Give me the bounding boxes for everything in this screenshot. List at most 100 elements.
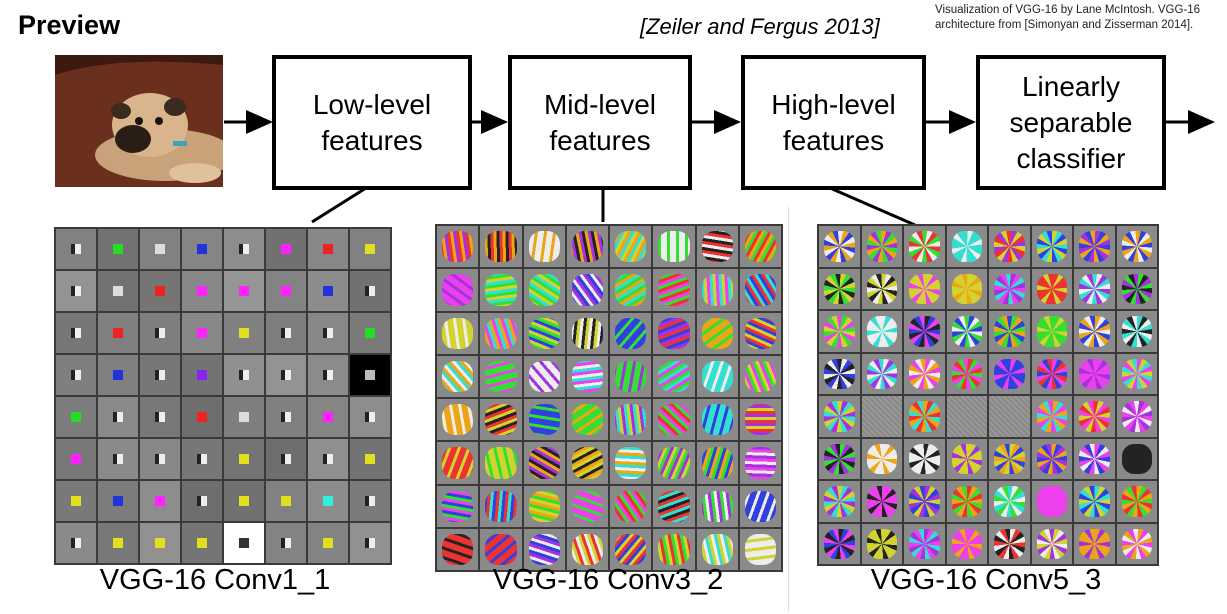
- filter-cell: [819, 481, 860, 522]
- filter-cell: [523, 355, 565, 397]
- filter-pattern: [658, 317, 690, 349]
- filter-pattern: [744, 360, 776, 392]
- filter-cell: [1116, 311, 1157, 352]
- filter-cell: [819, 396, 860, 437]
- stage-low-level: Low-level features: [272, 55, 472, 190]
- filter-pattern: [528, 231, 560, 263]
- filter-cell: [350, 439, 390, 479]
- filter-cell: [566, 226, 608, 268]
- filter-mark: [113, 370, 123, 380]
- filter-pattern: [866, 358, 897, 389]
- filter-mark: [71, 538, 81, 548]
- filter-pattern: [951, 443, 982, 474]
- filter-cell: [861, 523, 902, 564]
- filter-cell: [224, 271, 264, 311]
- filter-mark: [281, 538, 291, 548]
- filter-mark: [71, 412, 81, 422]
- filter-cell: [653, 269, 695, 311]
- filter-pattern: [571, 447, 603, 479]
- filter-cell: [266, 481, 306, 521]
- filter-mark: [239, 412, 249, 422]
- stage-high-level: High-level features: [741, 55, 926, 190]
- stage-low-line-1: Low-level: [312, 88, 432, 120]
- filter-cell: [56, 229, 96, 269]
- filter-pattern: [615, 360, 647, 392]
- filter-cell: [989, 523, 1030, 564]
- stage-mid-line-1: Mid-level: [543, 88, 657, 120]
- filter-mark: [239, 244, 249, 254]
- filter-pattern: [744, 533, 776, 565]
- filter-cell: [989, 481, 1030, 522]
- filter-pattern: [1079, 401, 1110, 432]
- filter-cell: [56, 313, 96, 353]
- filter-cell: [182, 481, 222, 521]
- filter-cell: [437, 226, 479, 268]
- filter-pattern: [701, 317, 733, 349]
- filter-pattern: [909, 401, 940, 432]
- filter-cell: [140, 439, 180, 479]
- filter-cell: [140, 313, 180, 353]
- filter-pattern: [1036, 443, 1067, 474]
- filter-cell: [224, 355, 264, 395]
- filter-cell: [224, 439, 264, 479]
- filter-cell: [989, 268, 1030, 309]
- filter-pattern: [1036, 273, 1067, 304]
- filter-pattern: [824, 401, 855, 432]
- filter-pattern: [442, 404, 474, 436]
- filter-pattern: [571, 231, 603, 263]
- filter-pattern: [1036, 401, 1067, 432]
- filter-cell: [1116, 438, 1157, 479]
- filter-pattern: [744, 490, 776, 522]
- filter-cell: [350, 481, 390, 521]
- filter-pattern: [485, 231, 517, 263]
- filter-cell: [98, 439, 138, 479]
- filter-cell: [98, 355, 138, 395]
- stage-classifier-line-2: separable: [1009, 106, 1133, 138]
- filter-pattern: [701, 404, 733, 436]
- filter-pattern: [951, 273, 982, 304]
- filter-pattern: [994, 273, 1025, 304]
- filter-cell: [480, 269, 522, 311]
- filter-cell: [566, 312, 608, 354]
- filter-pattern: [528, 274, 560, 306]
- filter-pattern: [701, 274, 733, 306]
- filter-cell: [1074, 311, 1115, 352]
- stage-classifier: Linearly separable classifier: [976, 55, 1166, 190]
- filter-mark: [155, 538, 165, 548]
- filter-cell: [610, 485, 652, 527]
- filter-cell: [308, 397, 348, 437]
- filter-pattern: [485, 274, 517, 306]
- filter-cell: [1116, 353, 1157, 394]
- filter-cell: [350, 229, 390, 269]
- filter-pattern: [1121, 401, 1152, 432]
- filter-cell: [610, 312, 652, 354]
- filter-mark: [365, 328, 375, 338]
- filter-cell: [266, 313, 306, 353]
- filter-cell: [182, 523, 222, 563]
- filter-pattern: [701, 447, 733, 479]
- filter-cell: [1116, 523, 1157, 564]
- filter-mark: [239, 370, 249, 380]
- filter-cell: [653, 442, 695, 484]
- filter-cell: [140, 229, 180, 269]
- filter-cell: [308, 523, 348, 563]
- filter-mark: [71, 370, 81, 380]
- filter-pattern: [658, 360, 690, 392]
- stage-classifier-line-1: Linearly: [1021, 70, 1121, 102]
- filter-cell: [946, 226, 987, 267]
- filter-cell: [266, 229, 306, 269]
- filter-pattern: [658, 274, 690, 306]
- pipeline-arrows: [224, 110, 1215, 227]
- filter-cell: [350, 397, 390, 437]
- filter-cell: [182, 271, 222, 311]
- filter-pattern: [701, 490, 733, 522]
- filter-mark: [197, 286, 207, 296]
- filter-mark: [239, 328, 249, 338]
- filter-pattern: [1079, 528, 1110, 559]
- filter-mark: [323, 496, 333, 506]
- filter-mark: [281, 328, 291, 338]
- filter-pattern: [909, 486, 940, 517]
- filter-cell: [653, 312, 695, 354]
- filter-mark: [113, 286, 123, 296]
- filter-cell: [696, 269, 738, 311]
